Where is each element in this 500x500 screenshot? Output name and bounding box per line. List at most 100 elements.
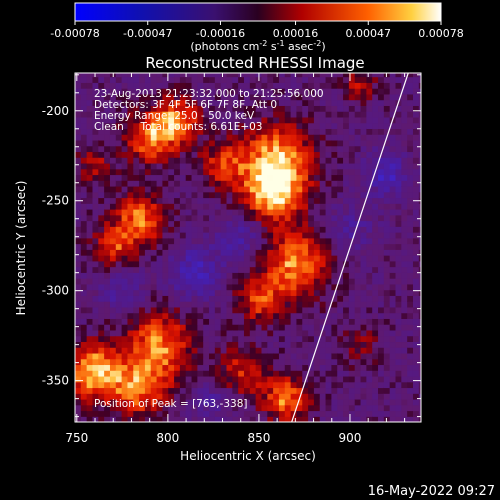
heatmap-cell bbox=[331, 398, 338, 406]
heatmap-cell bbox=[191, 232, 198, 239]
heatmap-cell bbox=[325, 312, 333, 319]
heatmap-cell bbox=[75, 387, 82, 394]
heatmap-cell bbox=[308, 324, 315, 331]
heatmap-cell bbox=[226, 168, 233, 176]
heatmap-cell bbox=[150, 375, 158, 383]
heatmap-cell bbox=[86, 335, 94, 343]
heatmap-cell bbox=[267, 335, 274, 343]
heatmap-cell bbox=[354, 416, 362, 422]
heatmap-cell bbox=[220, 203, 228, 210]
heatmap-cell bbox=[313, 335, 321, 343]
heatmap-cell bbox=[290, 387, 298, 394]
heatmap-cell bbox=[418, 272, 421, 279]
heatmap-cell bbox=[284, 73, 292, 78]
heatmap-cell bbox=[418, 312, 421, 319]
heatmap-cell bbox=[80, 324, 88, 331]
heatmap-cell bbox=[284, 329, 292, 337]
heatmap-cell bbox=[412, 209, 420, 216]
heatmap-cell bbox=[238, 260, 245, 268]
heatmap-cell bbox=[150, 203, 158, 210]
heatmap-cell bbox=[92, 278, 99, 285]
heatmap-cell bbox=[383, 191, 391, 199]
heatmap-cell bbox=[378, 260, 385, 268]
heatmap-cell bbox=[104, 329, 111, 337]
heatmap-cell bbox=[104, 260, 111, 268]
heatmap-cell bbox=[109, 220, 117, 227]
heatmap-cell bbox=[197, 162, 204, 170]
heatmap-cell bbox=[133, 105, 140, 112]
heatmap-cell bbox=[197, 128, 204, 135]
heatmap-cell bbox=[174, 157, 181, 164]
heatmap-cell bbox=[98, 347, 105, 354]
heatmap-cell bbox=[273, 393, 280, 400]
heatmap-cell bbox=[179, 105, 187, 112]
heatmap-cell bbox=[372, 226, 379, 233]
heatmap-cell bbox=[273, 318, 280, 325]
heatmap-cell bbox=[144, 237, 152, 245]
heatmap-cell bbox=[366, 203, 373, 210]
heatmap-cell bbox=[174, 352, 181, 360]
heatmap-cell bbox=[412, 82, 420, 89]
heatmap-cell bbox=[378, 341, 385, 348]
heatmap-cell bbox=[273, 347, 280, 354]
heatmap-cell bbox=[383, 232, 391, 239]
heatmap-cell bbox=[267, 329, 274, 337]
heatmap-cell bbox=[418, 185, 421, 193]
heatmap-cell bbox=[348, 99, 356, 106]
heatmap-cell bbox=[156, 335, 164, 343]
heatmap-cell bbox=[232, 324, 239, 331]
heatmap-cell bbox=[383, 301, 391, 308]
heatmap-cell bbox=[209, 88, 216, 95]
heatmap-cell bbox=[185, 180, 193, 187]
heatmap-cell bbox=[127, 180, 134, 187]
heatmap-cell bbox=[325, 76, 333, 83]
heatmap-cell bbox=[249, 162, 257, 170]
heatmap-cell bbox=[86, 301, 94, 308]
heatmap-cell bbox=[115, 214, 123, 222]
heatmap-cell bbox=[366, 387, 373, 394]
heatmap-cell bbox=[220, 249, 228, 256]
heatmap-cell bbox=[214, 381, 222, 389]
heatmap-cell bbox=[109, 381, 117, 389]
heatmap-cell bbox=[203, 387, 210, 394]
heatmap-cell bbox=[313, 168, 321, 176]
heatmap-cell bbox=[267, 162, 274, 170]
heatmap-cell bbox=[372, 139, 379, 147]
heatmap-cell bbox=[313, 122, 321, 130]
heatmap-cell bbox=[290, 93, 298, 101]
heatmap-cell bbox=[197, 278, 204, 285]
heatmap-cell bbox=[150, 352, 158, 360]
heatmap-cell bbox=[284, 318, 292, 325]
heatmap-cell bbox=[401, 404, 408, 412]
heatmap-cell bbox=[383, 128, 391, 135]
heatmap-cell bbox=[296, 283, 303, 291]
heatmap-cell bbox=[278, 306, 286, 314]
heatmap-cell bbox=[214, 209, 222, 216]
heatmap-cell bbox=[354, 243, 362, 250]
heatmap-cell bbox=[115, 364, 123, 371]
heatmap-cell bbox=[162, 364, 169, 371]
heatmap-cell bbox=[383, 364, 391, 371]
heatmap-cell bbox=[86, 266, 94, 273]
heatmap-cell bbox=[372, 157, 379, 164]
heatmap-cell bbox=[383, 347, 391, 354]
heatmap-cell bbox=[168, 122, 175, 130]
heatmap-cell bbox=[220, 162, 228, 170]
heatmap-cell bbox=[104, 209, 111, 216]
heatmap-cell bbox=[214, 416, 222, 422]
heatmap-cell bbox=[389, 324, 397, 331]
heatmap-cell bbox=[412, 151, 420, 158]
heatmap-cell bbox=[203, 232, 210, 239]
heatmap-cell bbox=[296, 347, 303, 354]
heatmap-cell bbox=[337, 301, 344, 308]
heatmap-cell bbox=[174, 105, 181, 112]
heatmap-cell bbox=[86, 180, 94, 187]
heatmap-cell bbox=[75, 226, 82, 233]
heatmap-cell bbox=[104, 364, 111, 371]
heatmap-cell bbox=[139, 93, 146, 101]
heatmap-cell bbox=[343, 226, 350, 233]
heatmap-cell bbox=[290, 364, 298, 371]
heatmap-cell bbox=[238, 139, 245, 147]
heatmap-cell bbox=[104, 387, 111, 394]
heatmap-cell bbox=[378, 306, 385, 314]
